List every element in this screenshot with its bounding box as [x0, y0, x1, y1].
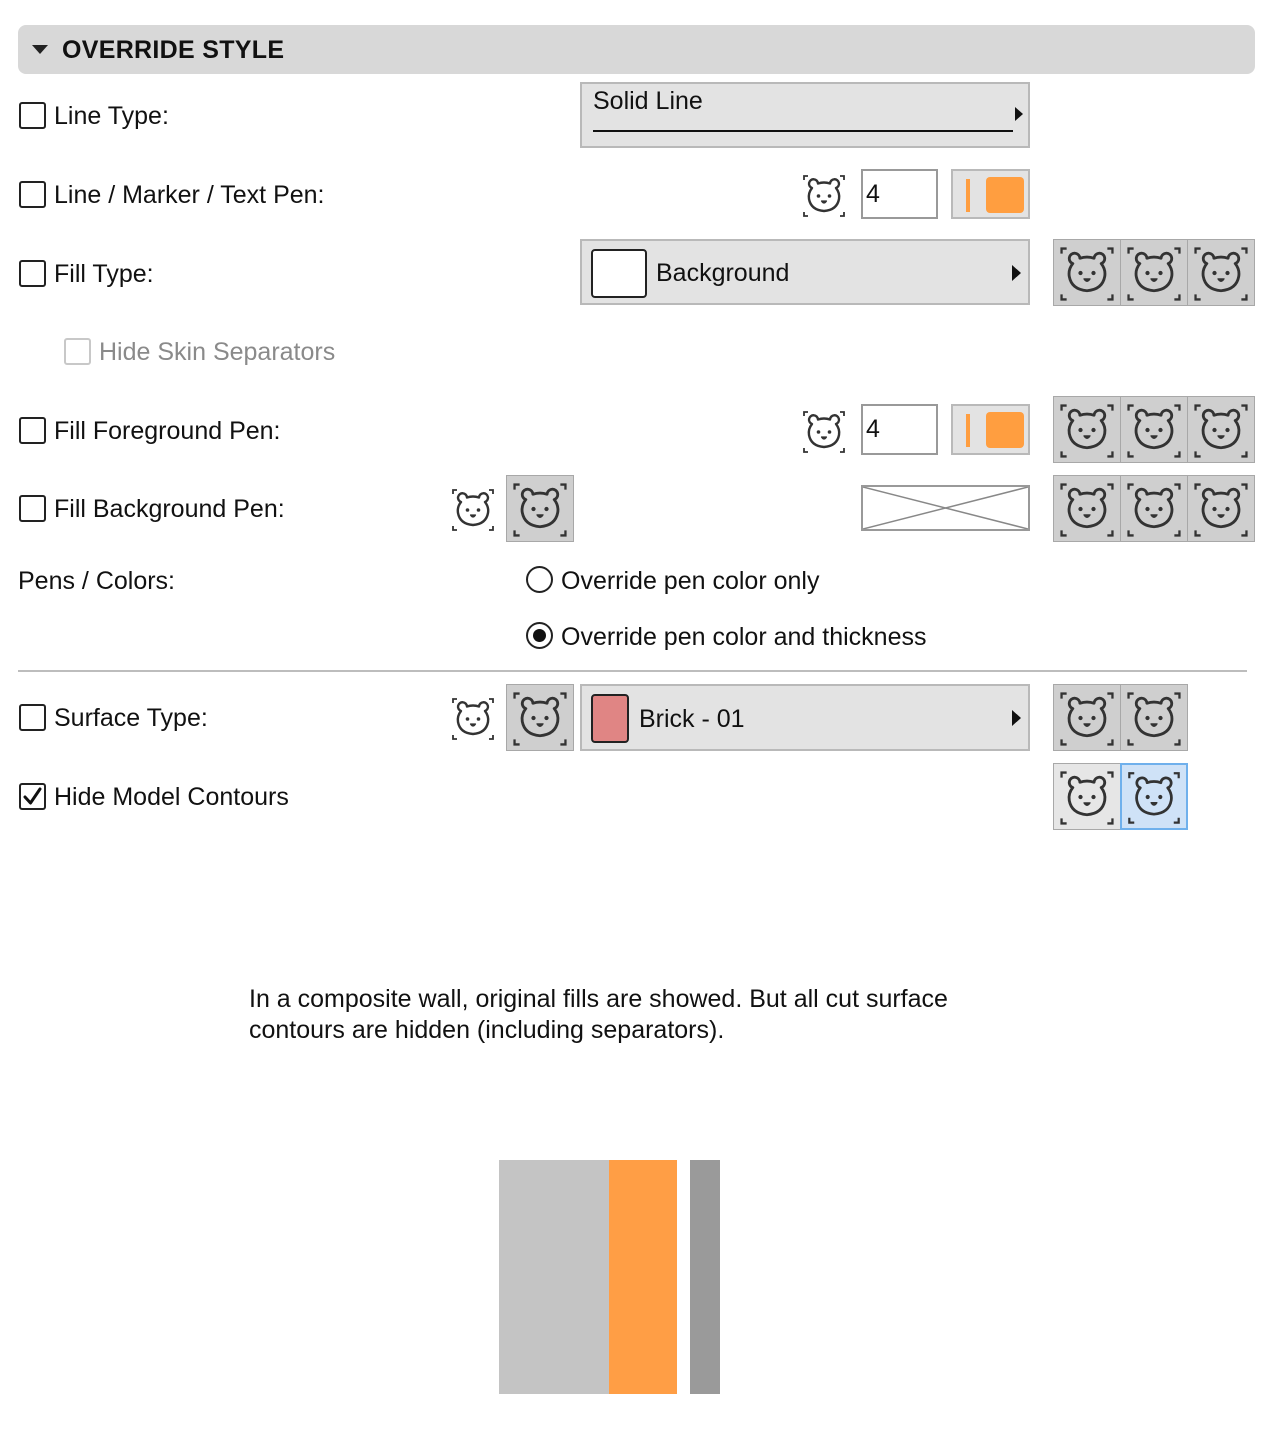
bear-icon[interactable] — [802, 174, 846, 218]
wall-layer-orange — [609, 1160, 677, 1394]
wall-layer-dark — [690, 1160, 720, 1394]
fill-foreground-pen-checkbox[interactable] — [19, 417, 46, 444]
surface-type-checkbox[interactable] — [19, 704, 46, 731]
wall-layer-gray — [499, 1160, 609, 1394]
fill-type-label: Fill Type: — [54, 260, 154, 288]
surface-type-option-2[interactable] — [1120, 684, 1188, 751]
surface-type-toggle[interactable] — [506, 684, 574, 751]
radio-override-color-only-label: Override pen color only — [561, 567, 820, 595]
line-pen-color-button[interactable] — [951, 169, 1030, 219]
hide-contours-option-2-selected[interactable] — [1120, 763, 1188, 830]
fill-type-checkbox[interactable] — [19, 260, 46, 287]
line-type-label: Line Type: — [54, 102, 169, 130]
fill-background-option-2[interactable] — [1120, 475, 1188, 542]
line-type-value: Solid Line — [593, 87, 703, 115]
fill-foreground-option-3[interactable] — [1187, 396, 1255, 463]
hide-skin-separators-label: Hide Skin Separators — [99, 338, 336, 366]
cross-icon — [863, 487, 1028, 529]
fill-background-option-3[interactable] — [1187, 475, 1255, 542]
bear-icon[interactable] — [802, 410, 846, 454]
fill-foreground-pen-color-button[interactable] — [951, 404, 1030, 455]
section-title: OVERRIDE STYLE — [62, 36, 285, 64]
fill-type-option-3[interactable] — [1187, 239, 1255, 306]
fill-foreground-option-1[interactable] — [1053, 396, 1121, 463]
fill-type-value: Background — [656, 259, 790, 287]
radio-override-color-and-thickness-label: Override pen color and thickness — [561, 623, 927, 651]
pens-colors-label: Pens / Colors: — [18, 567, 176, 595]
surface-swatch — [591, 694, 629, 743]
fill-background-pen-toggle[interactable] — [506, 475, 574, 542]
line-type-checkbox[interactable] — [19, 102, 46, 129]
pen-thickness-indicator — [966, 414, 970, 447]
triangle-right-icon — [1012, 710, 1021, 726]
bear-icon[interactable] — [451, 697, 495, 741]
line-pen-number-input[interactable]: 4 — [861, 169, 938, 219]
fill-background-pen-checkbox[interactable] — [19, 495, 46, 522]
hide-contours-option-1[interactable] — [1053, 763, 1121, 830]
pen-color-swatch — [986, 412, 1024, 448]
line-marker-text-pen-label: Line / Marker / Text Pen: — [54, 181, 325, 209]
surface-type-label: Surface Type: — [54, 704, 208, 732]
hide-model-contours-label: Hide Model Contours — [54, 783, 289, 811]
hide-model-contours-checkbox[interactable] — [19, 783, 46, 810]
surface-type-value: Brick - 01 — [639, 705, 745, 733]
triangle-right-icon — [1012, 265, 1021, 281]
fill-background-option-1[interactable] — [1053, 475, 1121, 542]
fill-background-pen-empty-field[interactable] — [861, 485, 1030, 531]
fill-type-dropdown[interactable]: Background — [580, 239, 1030, 305]
fill-foreground-option-2[interactable] — [1120, 396, 1188, 463]
divider — [18, 670, 1247, 672]
line-marker-text-pen-checkbox[interactable] — [19, 181, 46, 208]
triangle-down-icon[interactable] — [32, 45, 48, 54]
pen-thickness-indicator — [966, 179, 970, 212]
radio-override-color-only[interactable] — [526, 566, 553, 593]
surface-type-dropdown[interactable]: Brick - 01 — [580, 684, 1030, 751]
radio-selected-dot — [533, 629, 546, 642]
pen-color-swatch — [986, 177, 1024, 213]
fill-background-pen-label: Fill Background Pen: — [54, 495, 285, 523]
radio-override-color-and-thickness[interactable] — [526, 622, 553, 649]
line-sample — [593, 130, 1013, 132]
section-header[interactable]: OVERRIDE STYLE — [18, 25, 1255, 74]
fill-type-option-2[interactable] — [1120, 239, 1188, 306]
fill-type-option-1[interactable] — [1053, 239, 1121, 306]
surface-type-option-1[interactable] — [1053, 684, 1121, 751]
fill-foreground-pen-label: Fill Foreground Pen: — [54, 417, 281, 445]
description-text: In a composite wall, original fills are … — [249, 985, 948, 1044]
fill-foreground-pen-number-input[interactable]: 4 — [861, 404, 938, 455]
bear-icon[interactable] — [451, 488, 495, 532]
fill-swatch — [591, 249, 647, 298]
hide-skin-separators-checkbox[interactable] — [64, 338, 91, 365]
checkmark-icon — [23, 787, 42, 805]
triangle-right-icon — [1015, 107, 1023, 121]
line-type-dropdown[interactable]: Solid Line — [580, 82, 1030, 148]
